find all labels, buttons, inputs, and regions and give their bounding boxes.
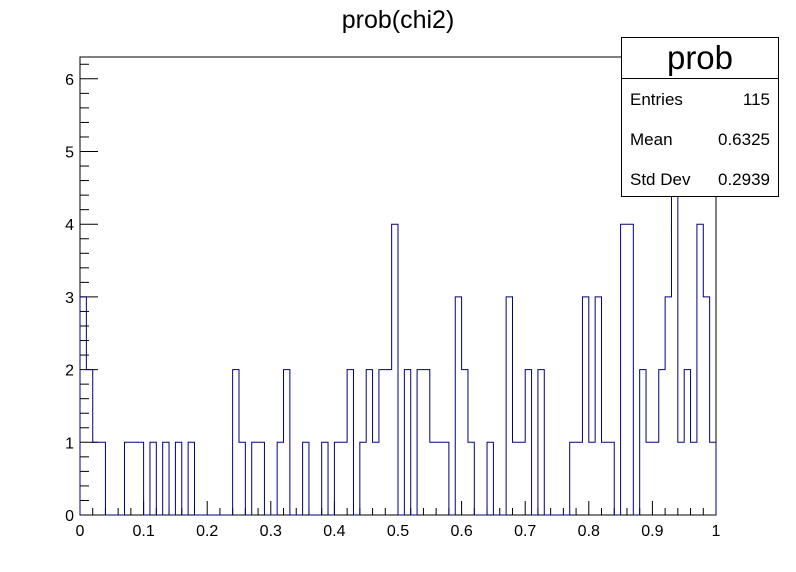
y-tick-label: 6 <box>65 72 74 89</box>
y-tick-label: 5 <box>65 145 74 162</box>
stats-entries-value: 115 <box>742 90 770 109</box>
chart-title: prob(chi2) <box>341 6 455 34</box>
y-tick-label: 4 <box>65 217 74 234</box>
stats-mean-value: 0.6325 <box>718 130 770 149</box>
y-tick-label: 1 <box>65 435 74 452</box>
y-tick-label: 3 <box>65 290 74 307</box>
x-axis: 0 0.1 0.2 0.3 0.4 0.5 0.6 0.7 0.8 0.9 1 <box>76 501 721 540</box>
x-tick-label: 0.1 <box>132 523 154 540</box>
stats-stddev-value: 0.2939 <box>718 170 770 189</box>
stats-stddev-label: Std Dev <box>630 170 691 189</box>
x-tick-label: 0.7 <box>514 523 536 540</box>
x-tick-label: 0.5 <box>387 523 409 540</box>
stats-title: prob <box>622 38 778 79</box>
stats-mean-label: Mean <box>630 130 673 149</box>
stats-entries-label: Entries <box>630 90 683 109</box>
x-tick-label: 0.2 <box>196 523 218 540</box>
y-tick-label: 0 <box>65 508 74 525</box>
x-tick-label: 0 <box>76 523 85 540</box>
x-tick-label: 0.4 <box>323 523 345 540</box>
x-tick-label: 0.6 <box>450 523 472 540</box>
y-axis: 0 1 2 3 4 5 6 <box>65 63 98 525</box>
x-tick-label: 0.3 <box>260 523 282 540</box>
x-tick-label: 1 <box>712 523 721 540</box>
y-tick-label: 2 <box>65 363 74 380</box>
x-tick-label: 0.8 <box>578 523 600 540</box>
stats-box: prob Entries 115 Mean 0.6325 Std Dev 0.2… <box>621 37 779 197</box>
histogram-series <box>79 78 717 516</box>
x-tick-label: 0.9 <box>641 523 663 540</box>
